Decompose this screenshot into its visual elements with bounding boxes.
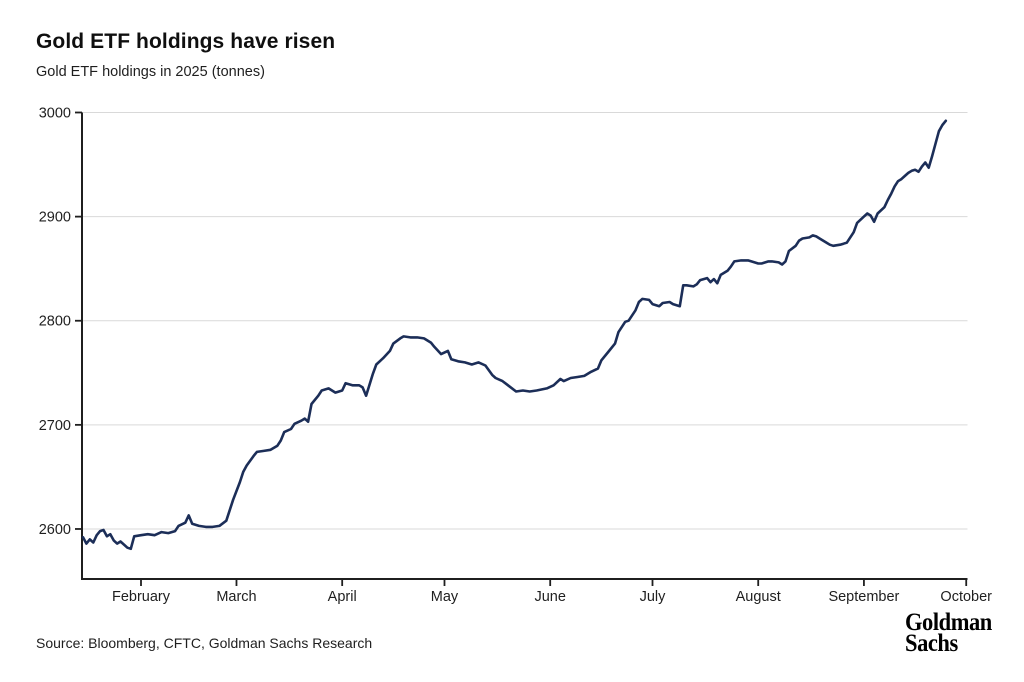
y-tick-label: 2700 [39,418,71,434]
x-tick-label: August [736,589,781,605]
x-tick-label: September [828,589,899,605]
goldman-sachs-logo: Goldman Sachs [905,609,992,657]
source-note: Source: Bloomberg, CFTC, Goldman Sachs R… [36,635,373,651]
chart-subtitle: Gold ETF holdings in 2025 (tonnes) [36,64,265,80]
series-line [81,119,948,551]
chart-title: Gold ETF holdings have risen [36,30,336,53]
x-tick-label: March [216,589,256,605]
y-tick-label: 2600 [39,522,71,538]
x-tick-label: October [940,589,992,605]
y-tick-label: 2800 [39,314,71,330]
x-tick-label: July [640,589,667,605]
x-tick-label: June [534,589,565,605]
x-tick-label: May [431,589,459,605]
x-tick-label: April [328,589,357,605]
y-tick-label: 2900 [39,210,71,226]
y-tick-label: 3000 [39,106,71,122]
logo-line-sachs: Sachs [905,630,958,657]
logo-line-goldman: Goldman [905,609,992,636]
x-tick-label: February [112,589,171,605]
